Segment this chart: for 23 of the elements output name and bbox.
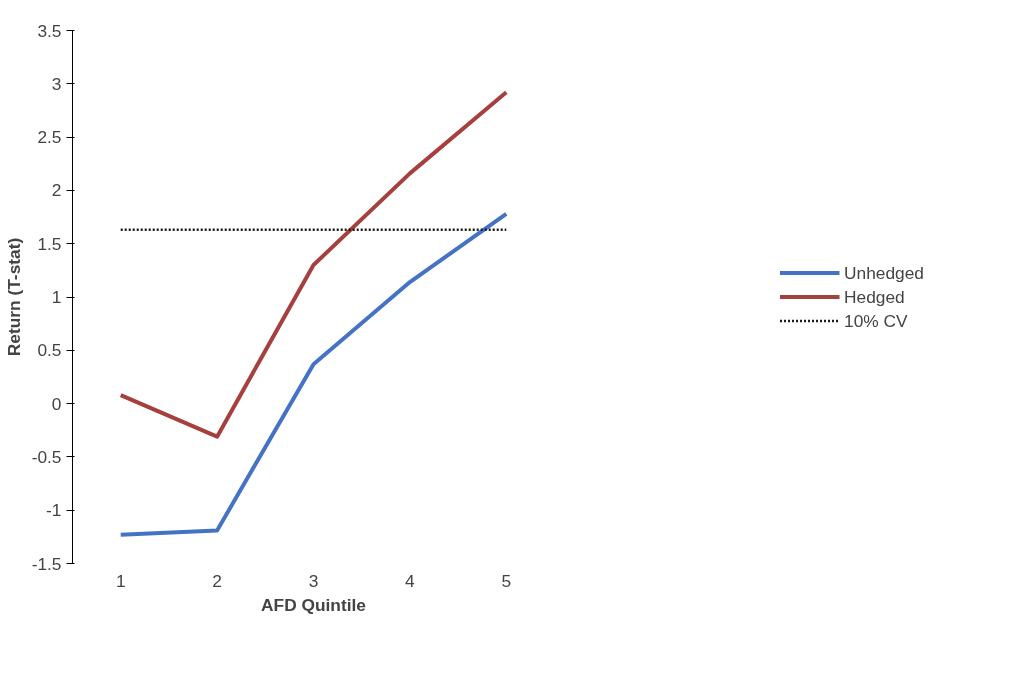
y-tick-label: 3	[51, 73, 62, 94]
x-tick-label: 1	[115, 570, 126, 591]
line-series	[118, 211, 509, 537]
x-tick-label: 2	[212, 570, 222, 591]
x-tick-label: 5	[501, 570, 512, 591]
y-tick-label: 1.5	[37, 233, 62, 254]
y-tick-label: 2	[51, 180, 62, 201]
y-tick-label: 2.5	[37, 127, 62, 148]
y-tick-label: -0.5	[31, 446, 62, 467]
y-tick-label: 0.5	[37, 340, 62, 361]
legend-label: Unhedged	[844, 262, 924, 283]
legend-label: 10% CV	[844, 310, 908, 331]
x-axis-title: AFD Quintile	[261, 594, 367, 615]
x-tick-label: 4	[405, 570, 416, 591]
y-axis-title: Return (T-stat)	[3, 237, 24, 357]
line-series	[118, 90, 509, 439]
y-tick-label: 1	[51, 287, 62, 307]
y-tick-label: 0	[51, 393, 62, 414]
x-tick-label: 3	[308, 570, 319, 591]
y-tick-label: -1	[46, 500, 62, 521]
y-tick-label: 3.5	[37, 20, 62, 41]
legend-label: Hedged	[844, 286, 905, 307]
y-tick-label: -1.5	[31, 553, 62, 574]
